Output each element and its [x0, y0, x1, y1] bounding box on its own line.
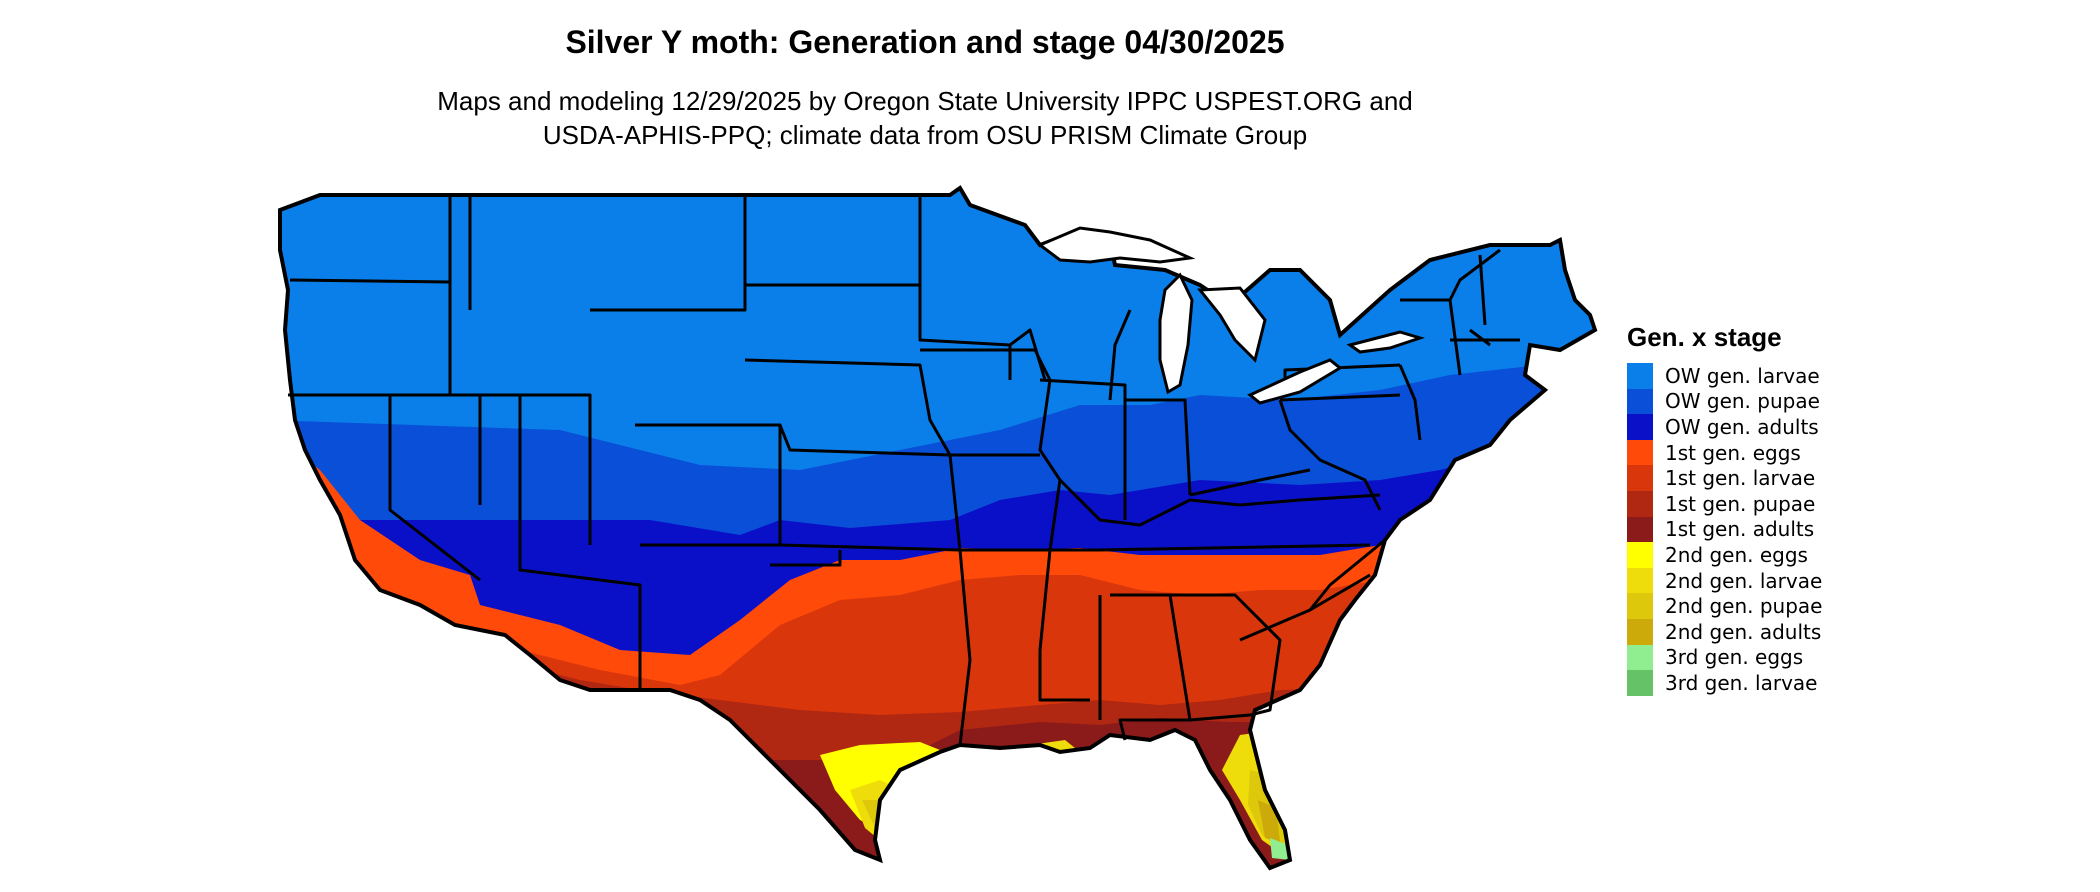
legend-label: 1st gen. larvae	[1665, 466, 1816, 491]
zone-3rd-eggs	[1270, 838, 1290, 860]
lake-huron	[1196, 286, 1267, 363]
legend-item: 2nd gen. adults	[1627, 618, 1927, 645]
legend-swatch	[1627, 388, 1653, 415]
great-lakes	[1037, 226, 1425, 405]
legend-label: 2nd gen. larvae	[1665, 568, 1823, 593]
legend-item: 3rd gen. eggs	[1627, 644, 1927, 671]
legend-item: 2nd gen. eggs	[1627, 542, 1927, 568]
legend-items: OW gen. larvae OW gen. pupae OW gen. adu…	[1627, 363, 1927, 696]
legend-item: OW gen. larvae	[1627, 363, 1927, 389]
map-subtitle: Maps and modeling 12/29/2025 by Oregon S…	[0, 84, 1850, 152]
subtitle-line-1: Maps and modeling 12/29/2025 by Oregon S…	[437, 86, 1413, 116]
legend-label: 3rd gen. eggs	[1665, 645, 1804, 670]
lake-michigan	[1158, 272, 1194, 395]
legend-item: 2nd gen. larvae	[1627, 567, 1927, 594]
lake-erie	[1247, 358, 1343, 405]
legend-label: 2nd gen. adults	[1665, 619, 1822, 644]
legend-label: OW gen. adults	[1665, 414, 1819, 439]
legend: Gen. x stage OW gen. larvae OW gen. pupa…	[1627, 322, 1927, 696]
legend-swatch	[1627, 618, 1653, 645]
legend-item: 3rd gen. larvae	[1627, 670, 1927, 696]
legend-item: OW gen. adults	[1627, 414, 1927, 440]
legend-label: 1st gen. eggs	[1665, 440, 1801, 465]
zone-2nd-larvae	[850, 732, 1290, 860]
legend-swatch	[1627, 516, 1653, 543]
legend-swatch	[1627, 490, 1653, 517]
zone-1st-adults	[280, 718, 1595, 868]
zone-3rd-larvae	[1248, 868, 1275, 884]
legend-label: OW gen. larvae	[1665, 363, 1820, 388]
legend-label: 1st gen. adults	[1665, 517, 1815, 542]
legend-item: 1st gen. eggs	[1627, 439, 1927, 466]
state-borders	[288, 195, 1520, 746]
legend-swatch	[1627, 439, 1653, 466]
legend-swatch	[1627, 567, 1653, 594]
legend-label: 1st gen. pupae	[1665, 491, 1816, 516]
legend-swatch	[1627, 363, 1653, 389]
legend-item: 2nd gen. pupae	[1627, 593, 1927, 619]
legend-item: 1st gen. pupae	[1627, 490, 1927, 517]
legend-label: 3rd gen. larvae	[1665, 670, 1818, 695]
legend-label: 2nd gen. eggs	[1665, 542, 1808, 567]
legend-title: Gen. x stage	[1627, 322, 1782, 352]
legend-swatch	[1627, 593, 1653, 619]
lake-ontario	[1346, 330, 1425, 354]
legend-item: OW gen. pupae	[1627, 388, 1927, 415]
map-title: Silver Y moth: Generation and stage 04/3…	[565, 24, 1285, 60]
legend-item: 1st gen. adults	[1627, 516, 1927, 543]
subtitle-line-2: USDA-APHIS-PPQ; climate data from OSU PR…	[542, 120, 1308, 150]
legend-swatch	[1627, 465, 1653, 491]
legend-swatch	[1627, 542, 1653, 568]
us-map	[278, 186, 1597, 884]
legend-swatch	[1627, 414, 1653, 440]
legend-swatch	[1627, 670, 1653, 696]
legend-label: OW gen. pupae	[1665, 389, 1820, 414]
lake-superior	[1037, 226, 1196, 264]
legend-item: 1st gen. larvae	[1627, 465, 1927, 491]
legend-swatch	[1627, 644, 1653, 671]
legend-label: 2nd gen. pupae	[1665, 594, 1823, 619]
